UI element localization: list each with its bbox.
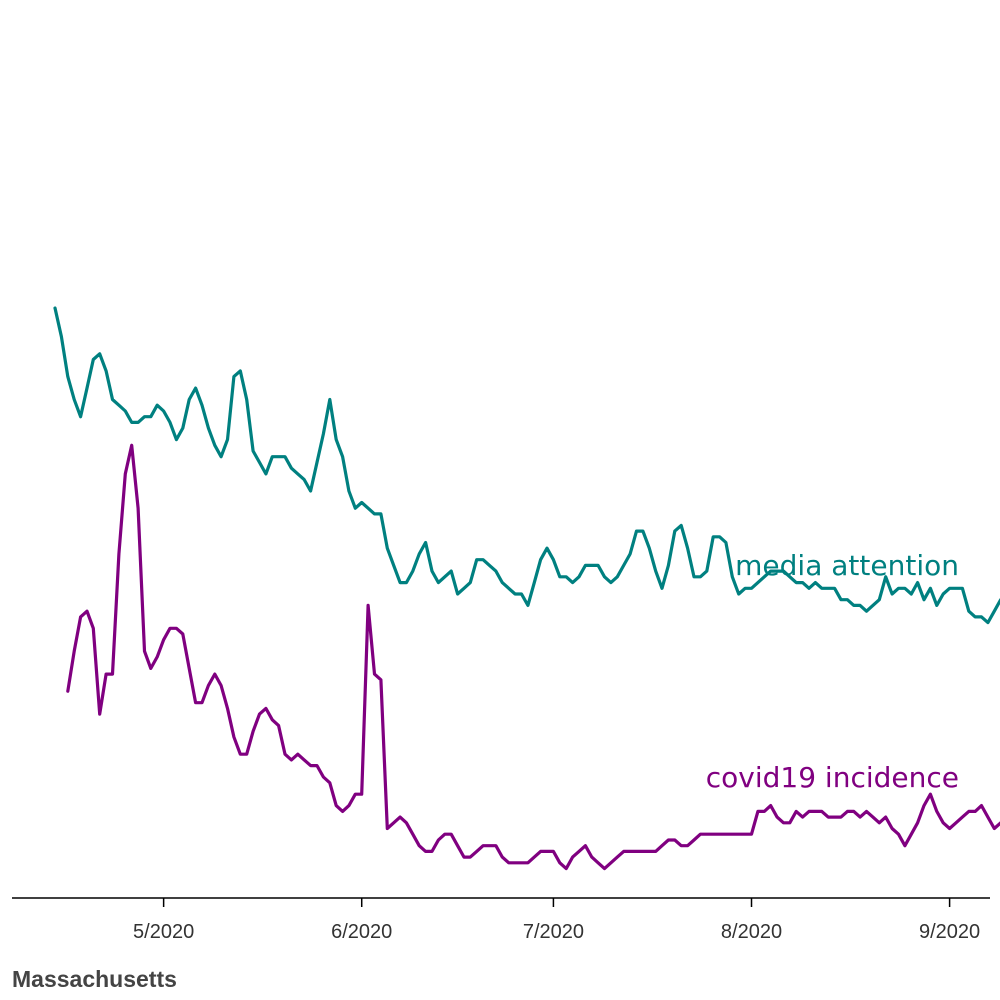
series-layer: [53, 306, 1000, 871]
series-line-media-attention: [53, 306, 1000, 625]
series-label-media-attention: media attention: [735, 549, 959, 582]
x-tick-label: 6/2020: [331, 921, 392, 943]
x-tick-label: 5/2020: [133, 921, 194, 943]
series-line-covid19-incidence: [66, 443, 1000, 871]
chart-title: Massachusetts: [12, 966, 177, 992]
series-label-covid19-incidence: covid19 incidence: [706, 761, 959, 794]
x-axis-ticks: 5/2020 6/2020 7/2020 8/2020 9/2020: [133, 898, 980, 943]
x-tick-label: 9/2020: [919, 921, 980, 943]
x-tick-label: 7/2020: [523, 921, 584, 943]
x-tick-label: 8/2020: [721, 921, 782, 943]
